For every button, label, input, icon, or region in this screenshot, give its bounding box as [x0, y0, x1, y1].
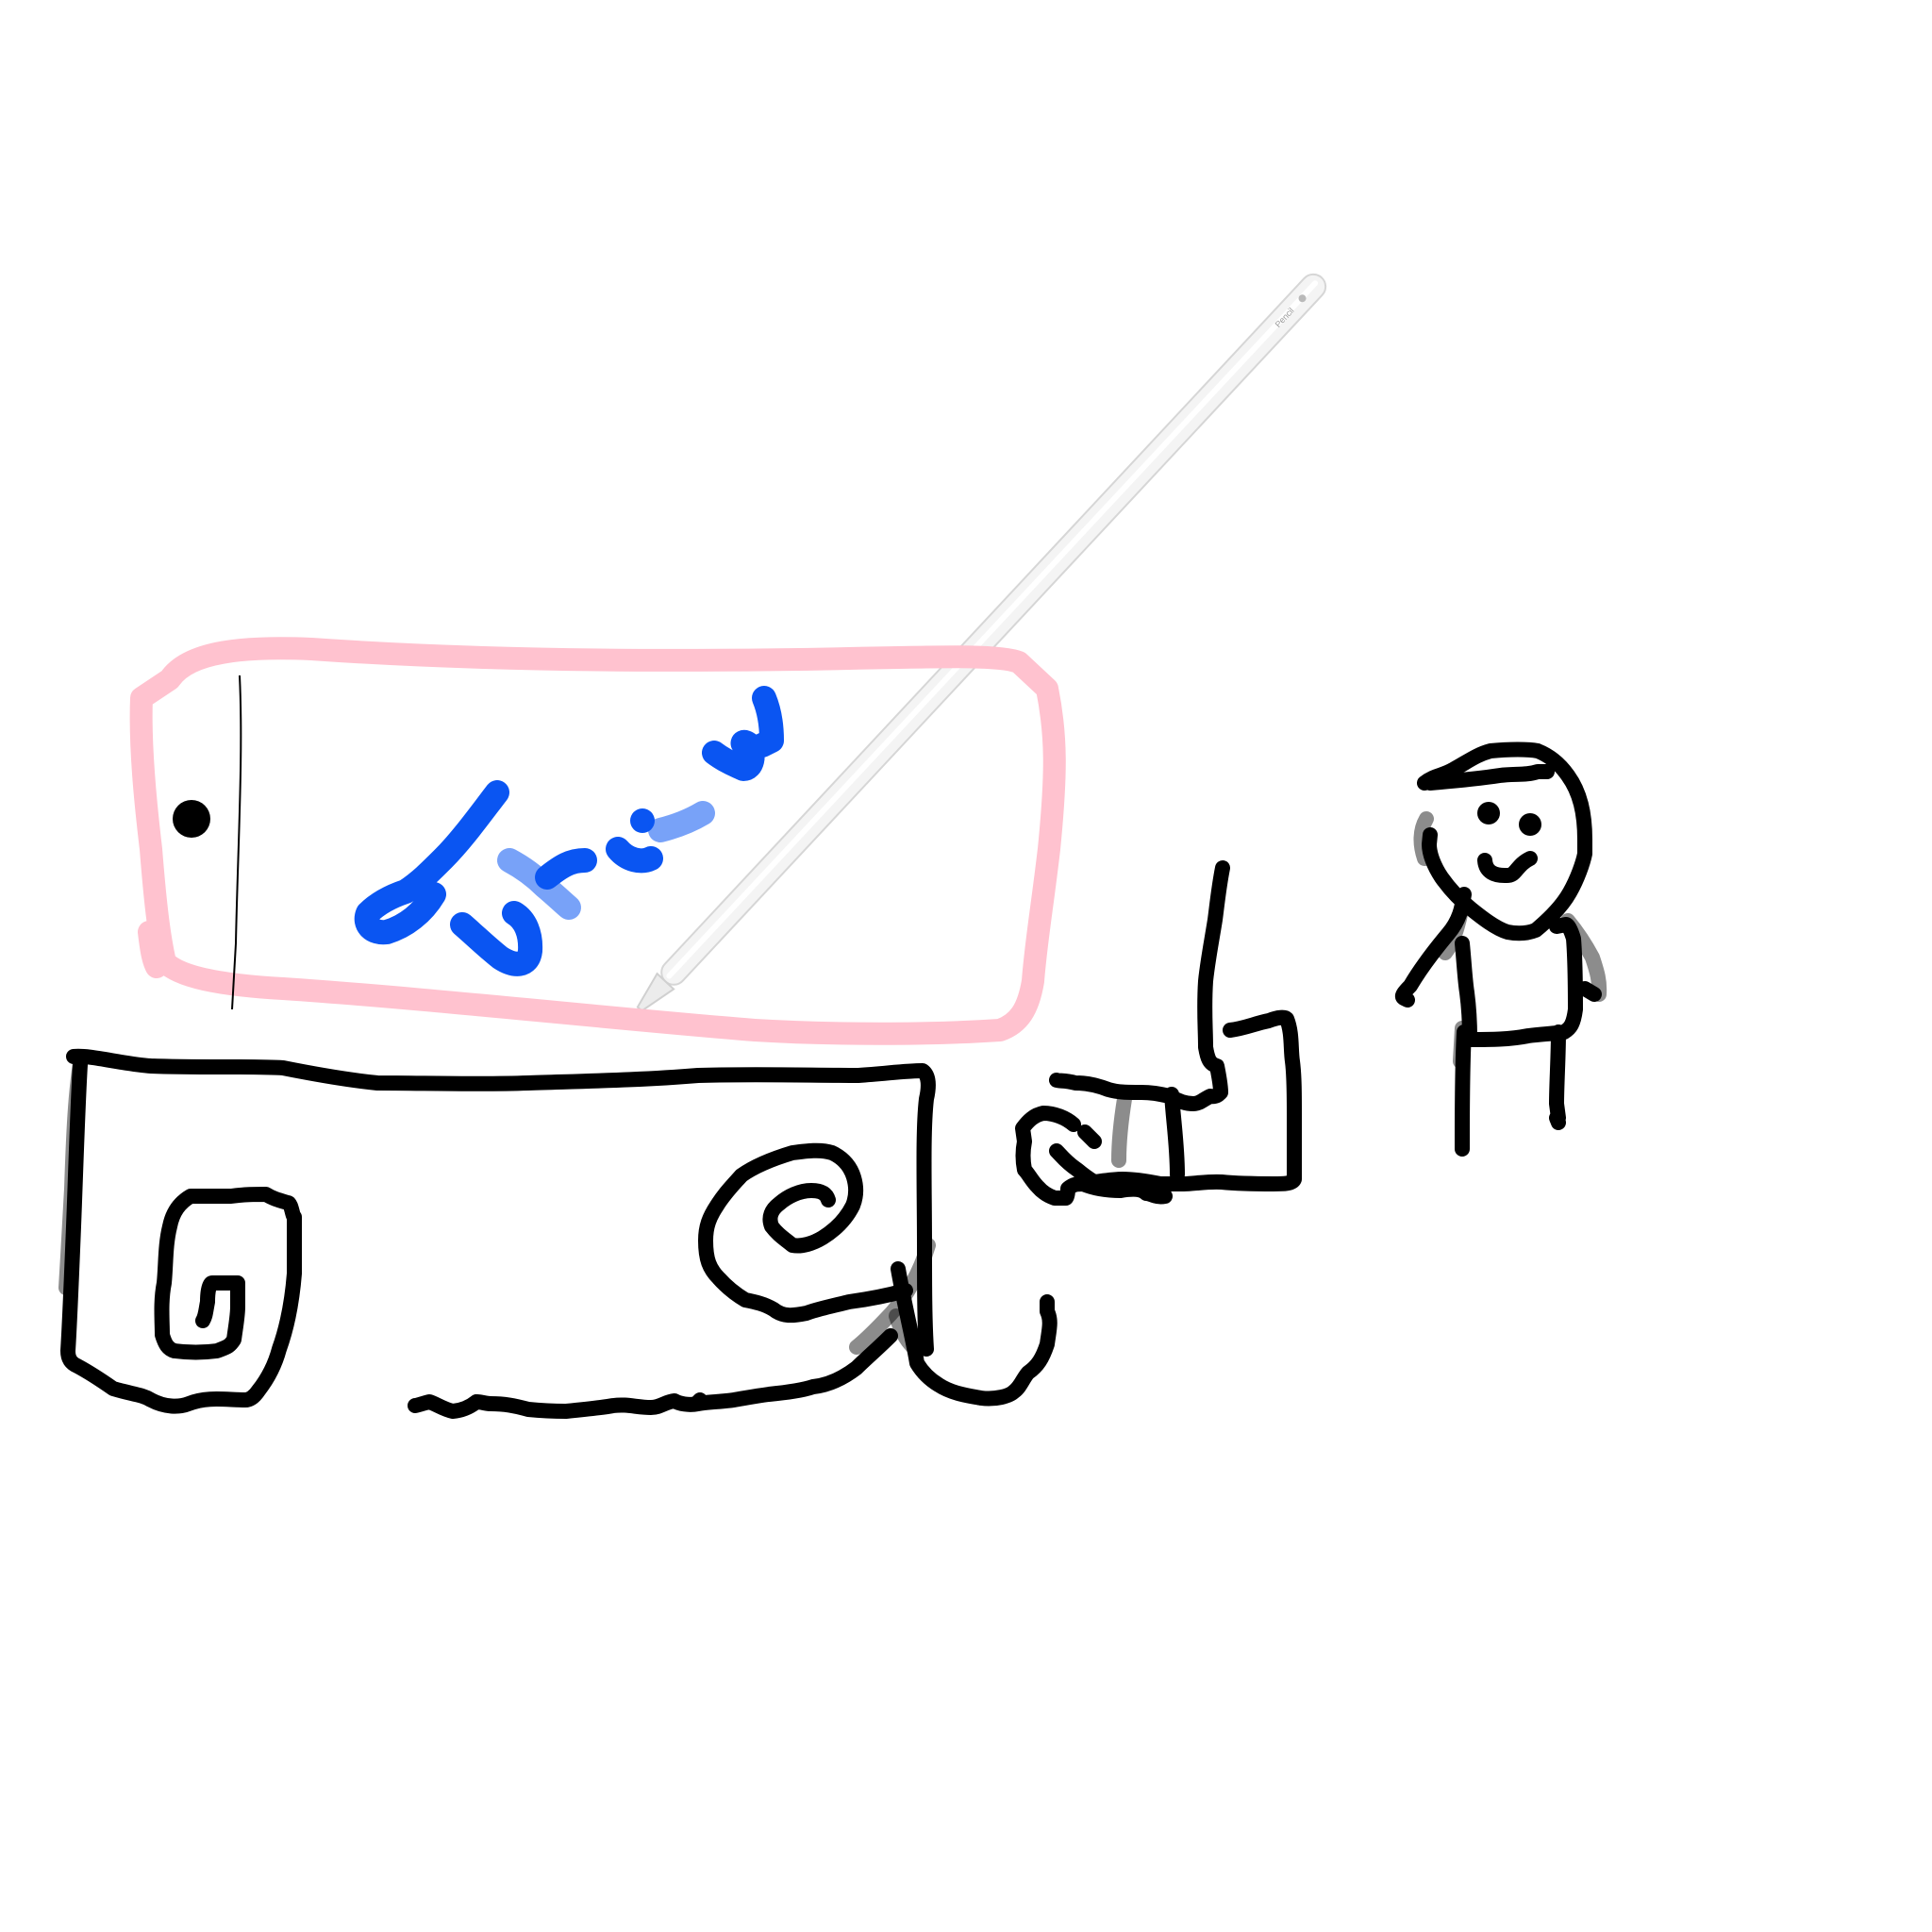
stick-figure [1394, 741, 1607, 1157]
chair-sketch [1015, 860, 1302, 1206]
tablet-sketch [129, 637, 1066, 1045]
apple-pencil-image: Pencil [636, 273, 1327, 1012]
tablet-screen-edge [231, 675, 242, 1010]
tablet-scribble [354, 686, 784, 976]
apple-logo-icon [1298, 294, 1307, 303]
tablet-home-button [173, 800, 210, 838]
desk-sketch [58, 1048, 1058, 1419]
